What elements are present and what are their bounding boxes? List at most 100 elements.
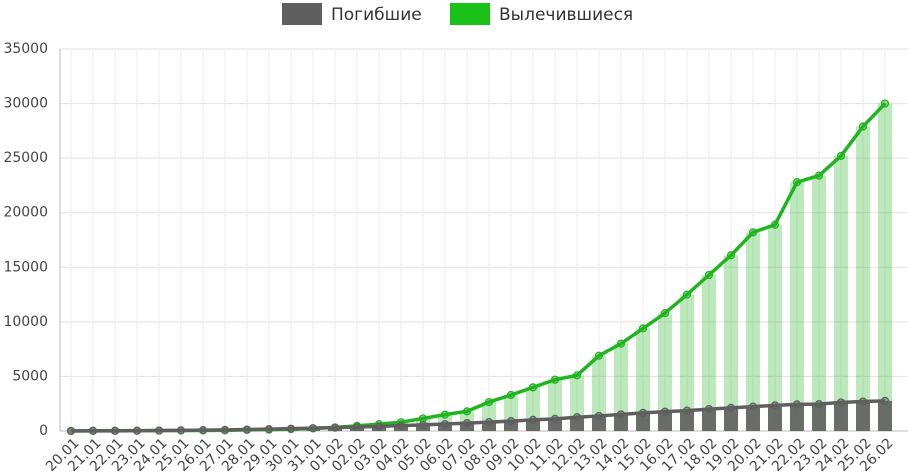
point	[880, 396, 890, 405]
bar	[724, 407, 738, 431]
y-tick-label: 15000	[3, 259, 48, 275]
y-tick-label: 5000	[12, 368, 48, 384]
point	[748, 228, 758, 237]
point	[726, 403, 736, 412]
bar	[658, 313, 672, 431]
point	[88, 426, 98, 436]
bar	[724, 255, 738, 431]
bar	[658, 411, 672, 431]
legend-label: Вылечившиеся	[499, 5, 633, 25]
point	[792, 400, 802, 409]
point	[660, 309, 670, 318]
point	[132, 426, 142, 435]
point	[418, 420, 428, 429]
bar	[592, 415, 606, 431]
point	[264, 425, 274, 434]
point	[440, 410, 450, 419]
point	[858, 397, 868, 406]
bar	[614, 414, 628, 431]
point	[286, 424, 296, 433]
point	[638, 324, 648, 333]
bar	[680, 294, 694, 431]
point	[836, 151, 846, 161]
bar	[746, 232, 760, 431]
y-tick-label: 30000	[3, 96, 48, 112]
point	[528, 415, 538, 425]
point	[462, 419, 472, 428]
bar	[570, 417, 584, 431]
point	[572, 371, 582, 380]
point	[154, 426, 164, 435]
point	[660, 407, 670, 416]
bar	[834, 155, 848, 431]
bar	[878, 400, 892, 431]
bar	[768, 224, 782, 431]
point	[572, 413, 582, 422]
point	[704, 270, 714, 280]
point	[550, 375, 560, 384]
point	[616, 339, 626, 348]
legend-label: Погибшие	[331, 5, 422, 25]
bar	[702, 409, 716, 431]
legend-swatch	[282, 3, 322, 25]
y-tick-label: 35000	[3, 41, 48, 57]
point	[748, 402, 758, 411]
y-tick-label: 20000	[3, 205, 48, 221]
bar	[856, 401, 870, 431]
y-tick-label: 25000	[3, 150, 48, 166]
point	[440, 419, 450, 429]
bar	[790, 182, 804, 431]
bar	[592, 355, 606, 431]
bar	[482, 422, 496, 431]
point	[330, 423, 340, 432]
point	[770, 401, 780, 410]
point	[550, 414, 560, 423]
bar	[702, 274, 716, 431]
point	[726, 251, 736, 260]
point	[198, 426, 208, 435]
point	[396, 421, 406, 430]
point	[616, 410, 626, 419]
point	[704, 405, 714, 414]
point	[352, 422, 362, 432]
point	[308, 424, 318, 433]
bar	[768, 405, 782, 431]
bar	[614, 343, 628, 431]
point	[814, 171, 824, 180]
point	[594, 351, 604, 360]
bar	[834, 402, 848, 431]
point	[484, 418, 494, 427]
bar	[636, 328, 650, 431]
point	[528, 383, 538, 392]
bar	[504, 421, 518, 431]
point	[484, 397, 494, 407]
point	[506, 390, 516, 400]
bar	[878, 103, 892, 432]
bar	[856, 126, 870, 432]
point	[858, 122, 868, 131]
bar	[746, 406, 760, 431]
point	[814, 400, 824, 409]
point	[880, 99, 890, 108]
bar	[636, 412, 650, 431]
point	[66, 426, 76, 436]
bar	[812, 404, 826, 431]
y-tick-label: 10000	[3, 314, 48, 330]
point	[374, 422, 384, 431]
point	[110, 426, 120, 435]
point	[836, 398, 846, 407]
bar	[680, 410, 694, 431]
point	[792, 178, 802, 187]
y-tick-label: 0	[39, 423, 48, 439]
bar	[548, 418, 562, 431]
bar	[812, 175, 826, 431]
point	[682, 290, 692, 299]
point	[770, 220, 780, 229]
point	[220, 425, 230, 434]
point	[638, 408, 648, 417]
legend-swatch	[450, 3, 490, 25]
bar	[790, 404, 804, 431]
point	[462, 407, 472, 416]
point	[682, 406, 692, 415]
